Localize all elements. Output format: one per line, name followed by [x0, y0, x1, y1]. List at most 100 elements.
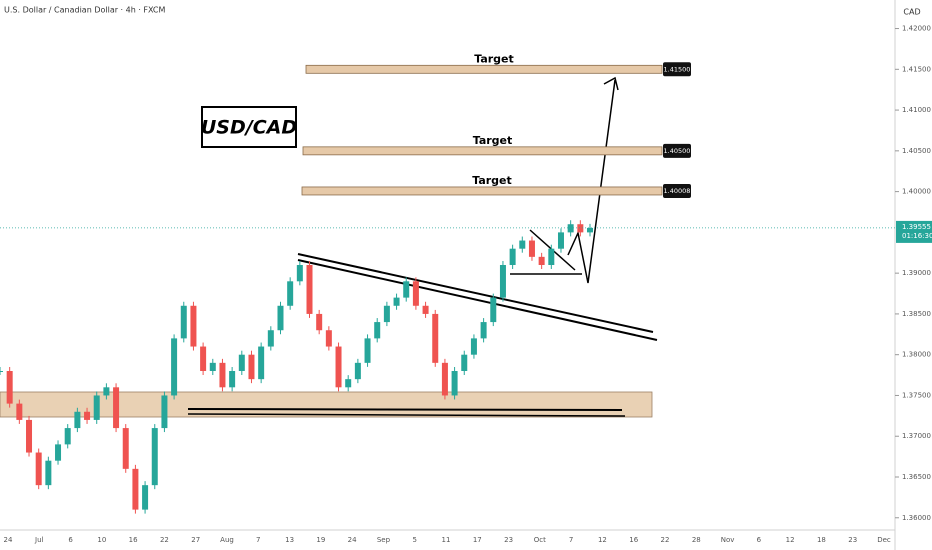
price-tag-bg: [663, 183, 691, 198]
candle: [103, 387, 110, 396]
candle: [383, 305, 390, 323]
candle: [142, 485, 149, 510]
price-tag-bg: [663, 62, 691, 77]
candle: [509, 248, 516, 265]
trend-line: [297, 253, 654, 333]
x-tick-label: 5: [412, 536, 416, 544]
candle: [132, 468, 139, 510]
x-tick-label: 17: [473, 536, 482, 544]
chart-title: U.S. Dollar / Canadian Dollar · 4h · FXC…: [4, 6, 166, 15]
candle: [538, 256, 545, 265]
arrow-head: [603, 76, 619, 91]
candle: [200, 346, 207, 371]
candle: [209, 362, 216, 371]
candle: [238, 354, 245, 371]
candle: [16, 403, 23, 420]
x-tick-label: Aug: [220, 536, 234, 544]
candle: [267, 330, 274, 347]
candle: [480, 322, 487, 339]
x-tick-label: 24: [348, 536, 357, 544]
y-tick-label: 1.40500: [902, 147, 931, 155]
candle: [277, 305, 284, 331]
x-tick-label: 22: [661, 536, 670, 544]
y-tick-label: 1.38500: [902, 310, 931, 318]
candle: [6, 371, 13, 404]
x-tick-label: 6: [68, 536, 73, 544]
candle: [490, 297, 497, 323]
symbol-box: [201, 106, 297, 148]
candle: [306, 265, 313, 314]
x-tick-label: 27: [191, 536, 200, 544]
candle: [287, 281, 294, 306]
candle: [325, 330, 332, 347]
y-tick-label: 1.41500: [902, 65, 931, 73]
candle: [519, 240, 526, 249]
candle: [74, 411, 81, 429]
candle: [55, 444, 62, 461]
price-tag-bg: [663, 143, 691, 158]
y-tick-label: 1.42000: [902, 25, 931, 33]
x-tick-label: 11: [442, 536, 451, 544]
candle: [26, 419, 33, 453]
candle: [499, 265, 506, 298]
candle: [258, 346, 265, 380]
y-tick-label: 1.40000: [902, 188, 931, 196]
candle: [412, 281, 419, 306]
symbol-label: USD/CAD: [201, 117, 297, 139]
x-tick-label: 12: [786, 536, 795, 544]
candle: [113, 387, 120, 429]
candle: [345, 379, 352, 388]
candle: [180, 305, 187, 339]
price-tag: 1.40500: [664, 147, 691, 155]
x-tick-label: Sep: [377, 536, 391, 544]
countdown: 01:16:30: [902, 232, 932, 240]
candle: [229, 371, 236, 388]
candle: [528, 240, 535, 257]
x-tick-label: 7: [569, 536, 573, 544]
target-zone: [302, 146, 663, 156]
candle: [451, 371, 458, 396]
candle: [577, 224, 584, 233]
y-tick-label: 1.41000: [902, 106, 931, 114]
target-label: Target: [474, 52, 514, 65]
candle: [587, 227, 593, 233]
x-tick-label: Dec: [877, 536, 891, 544]
candle: [470, 338, 477, 355]
x-tick-label: Oct: [534, 536, 546, 544]
x-tick-label: 28: [692, 536, 701, 544]
candle: [171, 338, 178, 396]
x-tick-label: 13: [285, 536, 294, 544]
y-tick-label: 1.38000: [902, 351, 931, 359]
candle: [403, 281, 410, 298]
candle: [422, 305, 429, 314]
candle: [151, 428, 158, 486]
y-tick-label: 1.37000: [902, 432, 931, 440]
x-tick-label: 22: [160, 536, 169, 544]
current-price-bg: [896, 220, 932, 243]
x-tick-label: Jul: [34, 536, 44, 544]
x-tick-label: 12: [598, 536, 607, 544]
price-tag: 1.40008: [664, 187, 691, 195]
target-label: Target: [473, 134, 513, 147]
currency: CAD: [903, 8, 920, 17]
x-tick-label: 23: [848, 536, 857, 544]
support-line: [187, 408, 623, 411]
candle: [374, 322, 381, 339]
candle: [354, 362, 361, 380]
candle: [567, 224, 574, 233]
target-zone: [305, 64, 663, 74]
x-tick-label: Nov: [721, 536, 735, 544]
candle: [122, 428, 129, 469]
candle: [35, 452, 42, 486]
y-tick-label: 1.39000: [902, 269, 931, 277]
candle: [364, 338, 371, 363]
candle: [64, 428, 71, 445]
current-price: 1.39555: [902, 223, 931, 231]
candle: [248, 354, 255, 380]
candle: [190, 305, 197, 347]
y-tick-label: 1.36000: [902, 514, 931, 522]
candle: [432, 313, 439, 363]
candle: [161, 395, 168, 429]
